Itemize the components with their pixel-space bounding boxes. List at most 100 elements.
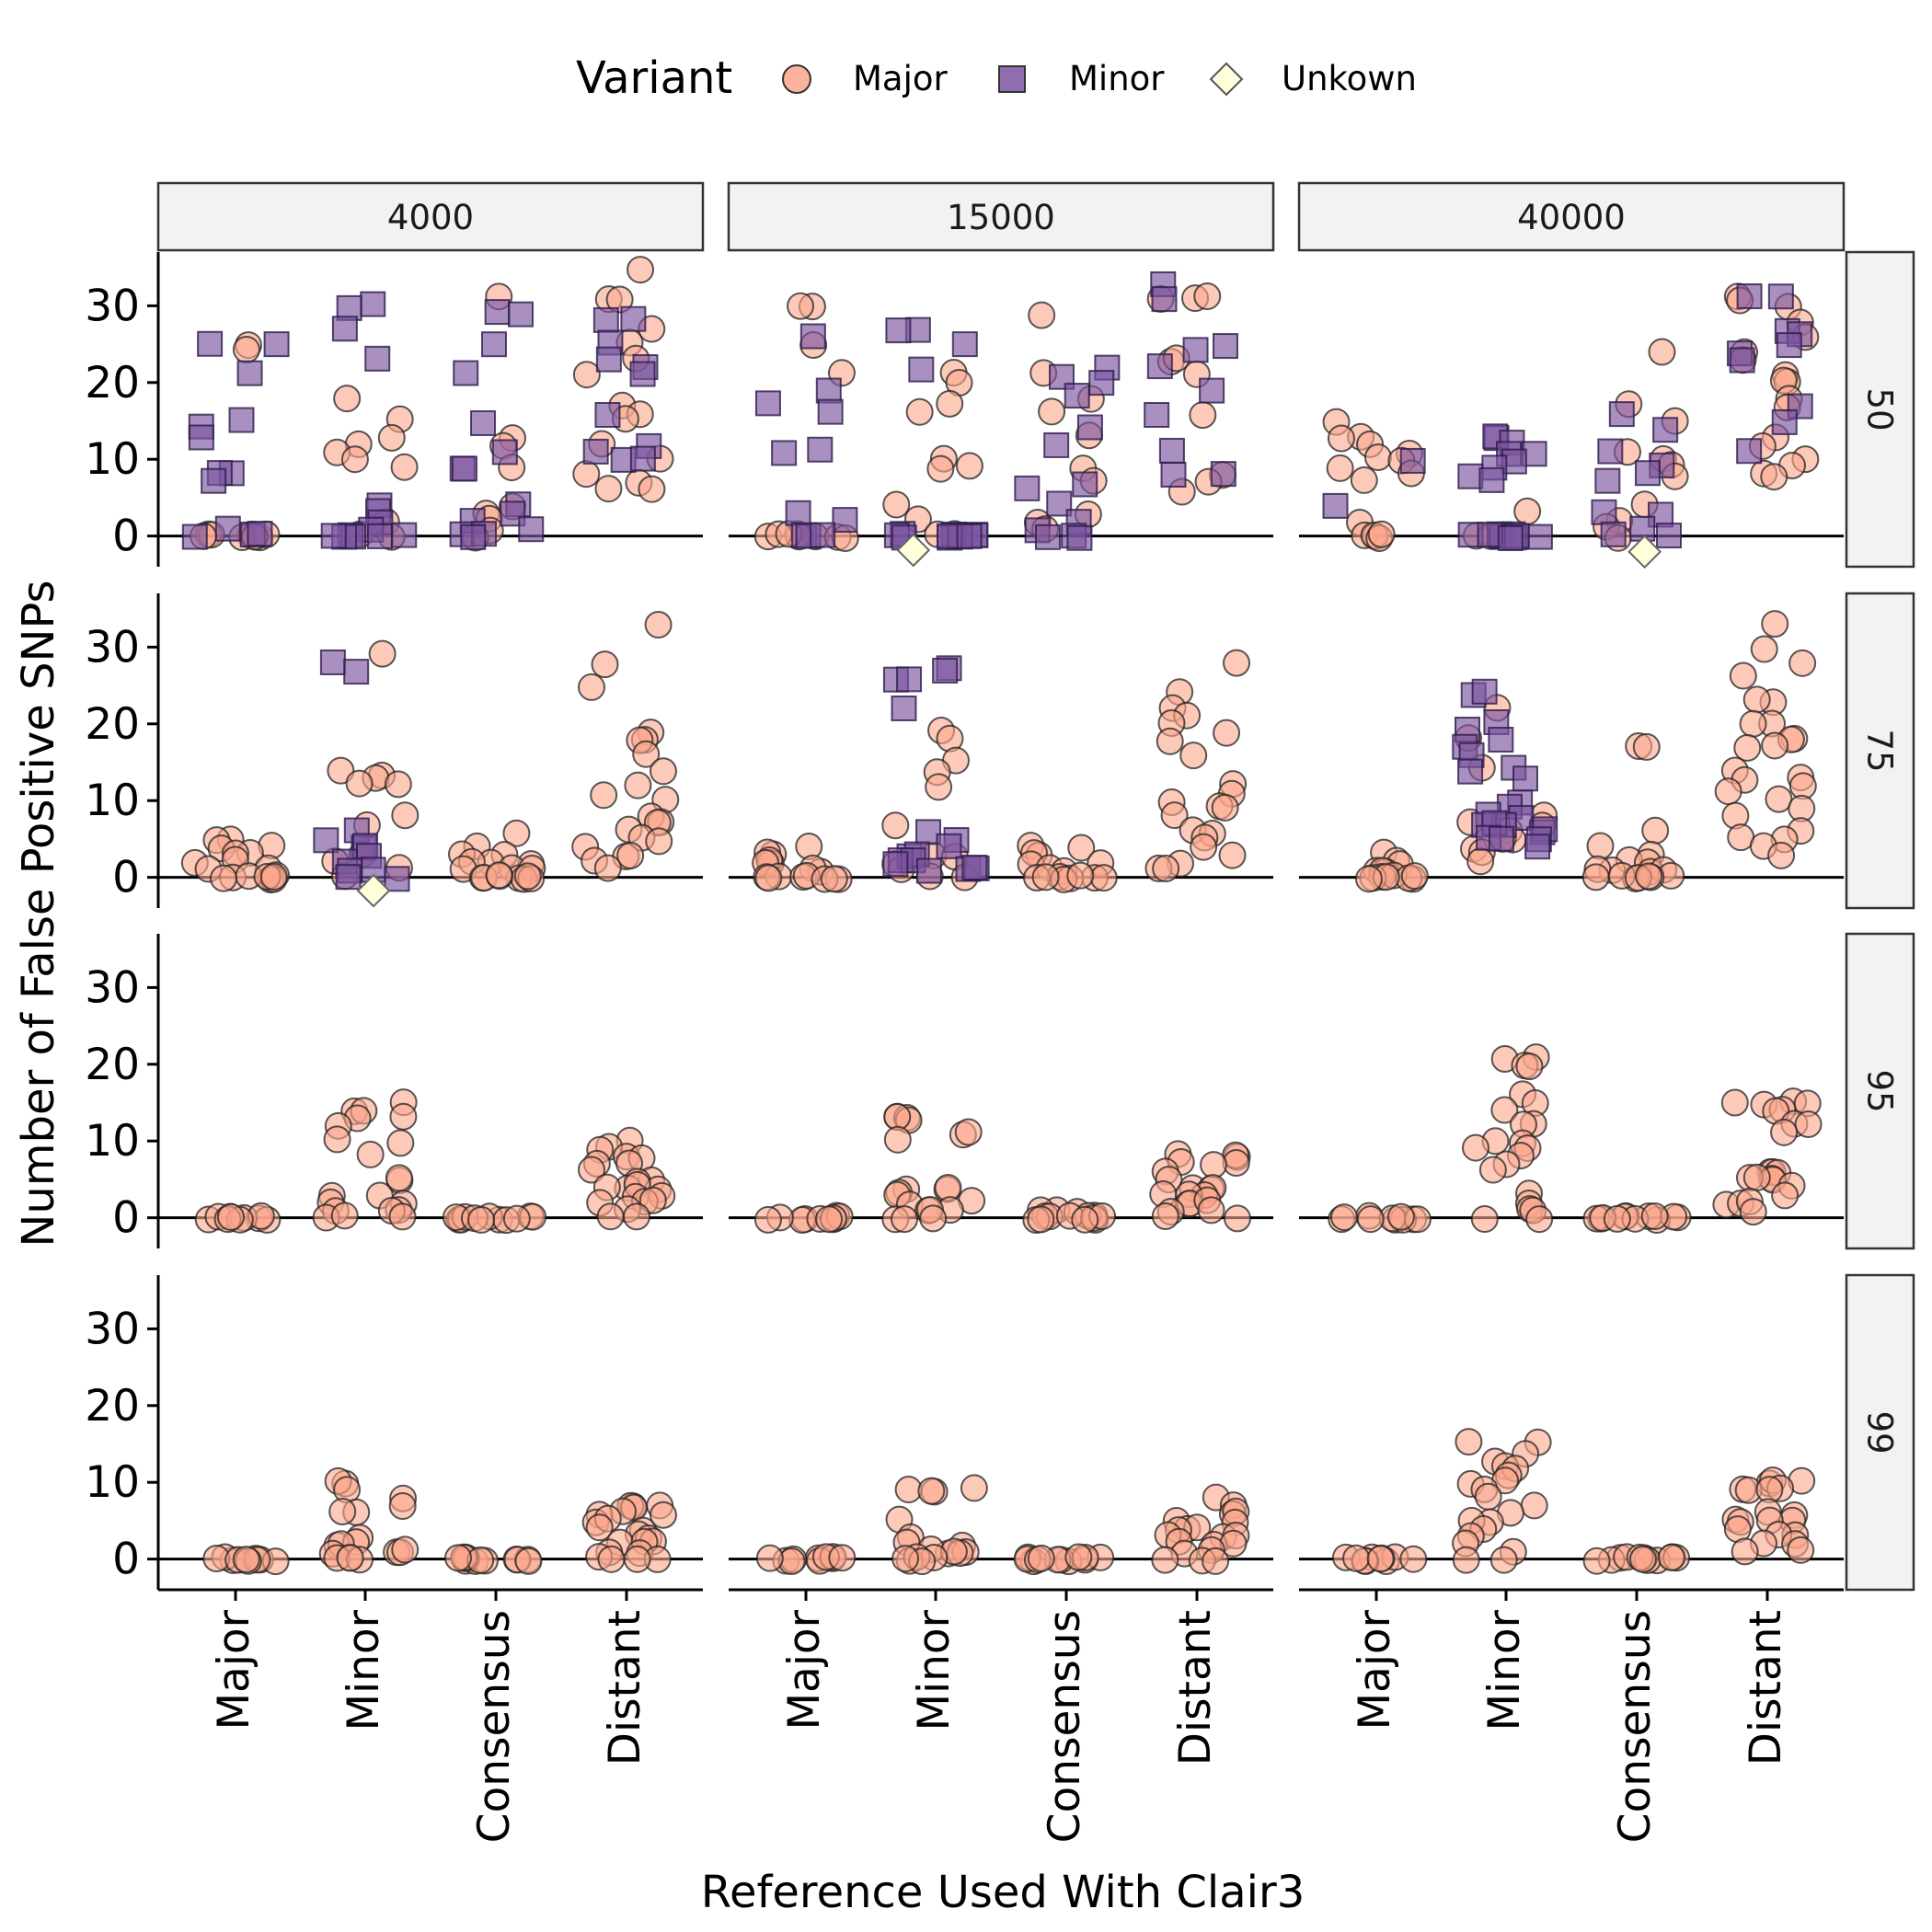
x-tick-label-consensus: Consensus xyxy=(1610,1610,1661,1843)
point-major-consensus xyxy=(1582,1547,1611,1575)
point-major-minor xyxy=(333,385,362,413)
legend-title: Variant xyxy=(576,52,732,104)
point-minor-consensus xyxy=(1634,460,1661,487)
x-axis-title: Reference Used With Clair3 xyxy=(701,1867,1305,1918)
facet-strip-col-4000 xyxy=(156,181,705,252)
point-major-minor xyxy=(330,1202,359,1230)
point-minor-minor xyxy=(936,833,962,859)
point-minor-consensus xyxy=(1600,521,1627,547)
point-major-minor xyxy=(1452,1546,1480,1574)
point-minor-consensus xyxy=(1608,401,1635,428)
point-minor-consensus xyxy=(470,409,497,436)
point-minor-consensus xyxy=(451,455,477,482)
point-minor-consensus xyxy=(1088,370,1115,397)
point-major-distant xyxy=(1222,1149,1250,1178)
point-major-minor xyxy=(1490,1096,1519,1124)
panel-99-4000 xyxy=(158,1466,703,1576)
y-tick-label-20: 20 xyxy=(85,699,140,750)
point-major-major xyxy=(1354,865,1383,893)
point-major-minor xyxy=(1520,1491,1548,1520)
point-minor-minor xyxy=(1497,525,1524,552)
point-major-minor xyxy=(1515,1052,1544,1081)
point-minor-minor xyxy=(391,522,418,548)
point-major-consensus xyxy=(1648,338,1676,366)
point-minor-minor xyxy=(331,316,358,342)
legend-label-unkown: Unkown xyxy=(1282,59,1417,98)
point-major-distant xyxy=(1761,731,1789,760)
point-major-major xyxy=(1326,454,1354,482)
point-major-consensus xyxy=(1038,397,1066,426)
panel-95-15000 xyxy=(729,1102,1273,1234)
point-major-distant xyxy=(1193,282,1222,311)
point-major-minor xyxy=(1513,497,1542,525)
point-major-distant xyxy=(1739,709,1767,738)
point-major-distant xyxy=(623,1202,651,1231)
point-minor-minor xyxy=(915,857,942,884)
point-minor-consensus xyxy=(1076,414,1103,441)
point-major-major xyxy=(820,865,848,893)
point-major-minor xyxy=(386,1129,415,1157)
point-major-major xyxy=(754,864,783,892)
point-major-minor xyxy=(1525,1205,1554,1234)
point-major-minor xyxy=(391,1535,420,1564)
point-minor-minor xyxy=(313,827,339,854)
point-major-distant xyxy=(1213,719,1241,747)
point-major-consensus xyxy=(444,1544,473,1572)
point-minor-major xyxy=(817,398,844,425)
point-minor-major xyxy=(799,323,826,350)
point-minor-major xyxy=(197,330,224,357)
point-major-distant xyxy=(644,611,673,639)
x-tick-label-minor: Minor xyxy=(1479,1609,1530,1731)
panel-99-15000 xyxy=(729,1474,1273,1576)
point-major-distant xyxy=(649,757,677,786)
point-minor-minor xyxy=(896,666,923,693)
point-major-distant xyxy=(596,1202,625,1231)
point-major-major xyxy=(1342,1544,1371,1572)
point-minor-minor xyxy=(1478,466,1505,493)
point-major-minor xyxy=(1455,1428,1483,1456)
point-minor-consensus xyxy=(1043,431,1070,458)
point-minor-minor xyxy=(384,866,410,892)
point-minor-major xyxy=(201,467,227,494)
point-unkown-consensus xyxy=(1627,535,1662,569)
point-major-minor xyxy=(882,490,911,519)
x-tick-label-minor: Minor xyxy=(339,1609,389,1731)
point-major-minor xyxy=(1478,1156,1507,1184)
point-major-minor xyxy=(905,397,934,426)
point-major-consensus xyxy=(514,1547,543,1575)
point-major-distant xyxy=(1223,649,1251,677)
legend-key-minor xyxy=(998,65,1026,93)
point-major-minor xyxy=(377,423,406,452)
point-major-distant xyxy=(1767,841,1796,869)
point-minor-distant xyxy=(1151,286,1178,313)
y-tick-label-0: 0 xyxy=(112,512,140,562)
point-major-distant xyxy=(1729,661,1757,690)
point-major-distant xyxy=(1733,733,1762,762)
point-minor-consensus xyxy=(1072,471,1098,498)
point-major-distant xyxy=(1189,401,1217,430)
facet-strip-row-label-75: 75 xyxy=(1860,729,1900,772)
legend-key-major xyxy=(782,64,811,94)
point-minor-major xyxy=(754,390,781,417)
point-major-minor xyxy=(1466,847,1495,876)
point-major-minor xyxy=(356,1140,385,1168)
point-major-distant xyxy=(1742,1163,1771,1191)
point-major-minor xyxy=(881,811,910,840)
point-major-consensus xyxy=(1641,816,1670,845)
point-major-distant xyxy=(578,673,606,701)
point-minor-major xyxy=(228,407,255,433)
point-major-consensus xyxy=(502,819,531,847)
point-minor-consensus xyxy=(480,331,507,358)
point-minor-minor xyxy=(882,851,909,878)
point-minor-distant xyxy=(1771,408,1798,435)
point-major-minor xyxy=(926,454,955,483)
point-major-distant xyxy=(638,475,666,503)
facet-strip-col-15000 xyxy=(727,181,1275,252)
point-major-minor xyxy=(323,1125,351,1154)
point-major-major xyxy=(1399,1545,1428,1573)
point-major-consensus xyxy=(485,861,513,890)
point-minor-major xyxy=(1399,447,1426,474)
point-major-distant xyxy=(1197,1196,1225,1225)
point-minor-major xyxy=(181,523,208,550)
